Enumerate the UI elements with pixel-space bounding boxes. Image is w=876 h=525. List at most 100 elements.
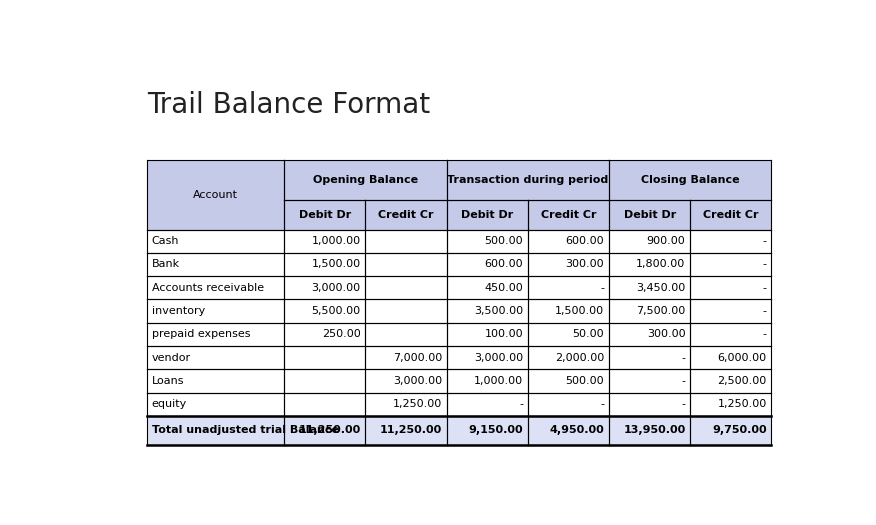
Bar (284, 416, 365, 445)
Text: 1,500.00: 1,500.00 (312, 259, 361, 269)
Text: -: - (763, 236, 766, 246)
Text: inventory: inventory (152, 306, 205, 316)
Bar (147, 299, 284, 323)
Text: 11,250.00: 11,250.00 (379, 425, 442, 435)
Bar (609, 253, 690, 276)
Bar (609, 369, 690, 393)
Text: 600.00: 600.00 (566, 236, 604, 246)
Text: 1,500.00: 1,500.00 (555, 306, 604, 316)
Bar (690, 346, 772, 369)
Text: 4,950.00: 4,950.00 (549, 425, 604, 435)
Text: Bank: Bank (152, 259, 180, 269)
Text: Cash: Cash (152, 236, 179, 246)
Bar (690, 229, 772, 253)
Bar (528, 299, 609, 323)
Bar (147, 346, 284, 369)
Bar (447, 201, 528, 229)
Text: 3,000.00: 3,000.00 (474, 353, 523, 363)
Text: 300.00: 300.00 (566, 259, 604, 269)
Bar (528, 229, 609, 253)
Bar (447, 299, 528, 323)
Bar (609, 323, 690, 346)
Bar (365, 393, 447, 416)
Text: 9,750.00: 9,750.00 (712, 425, 766, 435)
Text: 13,950.00: 13,950.00 (623, 425, 686, 435)
Bar (147, 253, 284, 276)
Bar (609, 201, 690, 229)
Text: vendor: vendor (152, 353, 191, 363)
Text: -: - (682, 400, 686, 410)
Text: 450.00: 450.00 (484, 283, 523, 293)
Bar (528, 416, 609, 445)
Text: 3,450.00: 3,450.00 (636, 283, 686, 293)
Bar (690, 369, 772, 393)
Text: -: - (682, 376, 686, 386)
Text: Opening Balance: Opening Balance (313, 175, 418, 185)
Bar (690, 299, 772, 323)
Bar (447, 346, 528, 369)
Text: -: - (600, 400, 604, 410)
Text: Closing Balance: Closing Balance (641, 175, 739, 185)
Bar (528, 369, 609, 393)
Text: -: - (763, 259, 766, 269)
Bar (284, 160, 447, 201)
Text: Accounts receivable: Accounts receivable (152, 283, 264, 293)
Text: Debit Dr: Debit Dr (461, 210, 513, 220)
Text: 100.00: 100.00 (484, 329, 523, 339)
Text: 7,500.00: 7,500.00 (636, 306, 686, 316)
Text: 1,250.00: 1,250.00 (392, 400, 442, 410)
Text: 300.00: 300.00 (646, 329, 686, 339)
Bar (528, 201, 609, 229)
Bar (147, 160, 284, 229)
Text: 5,500.00: 5,500.00 (312, 306, 361, 316)
Text: Credit Cr: Credit Cr (540, 210, 597, 220)
Text: Account: Account (193, 190, 238, 200)
Text: 1,800.00: 1,800.00 (636, 259, 686, 269)
Bar (690, 393, 772, 416)
Text: 11,250.00: 11,250.00 (299, 425, 361, 435)
Bar (447, 276, 528, 299)
Text: 500.00: 500.00 (484, 236, 523, 246)
Text: -: - (600, 283, 604, 293)
Bar (284, 369, 365, 393)
Text: -: - (763, 329, 766, 339)
Bar (528, 346, 609, 369)
Bar (365, 253, 447, 276)
Bar (690, 253, 772, 276)
Bar (609, 276, 690, 299)
Text: Debit Dr: Debit Dr (299, 210, 351, 220)
Bar (284, 393, 365, 416)
Text: Trail Balance Format: Trail Balance Format (147, 91, 430, 119)
Bar (284, 201, 365, 229)
Text: 2,000.00: 2,000.00 (555, 353, 604, 363)
Text: Total unadjusted trial Balance: Total unadjusted trial Balance (152, 425, 339, 435)
Bar (365, 201, 447, 229)
Text: Credit Cr: Credit Cr (703, 210, 759, 220)
Bar (690, 276, 772, 299)
Bar (609, 393, 690, 416)
Bar (284, 276, 365, 299)
Bar (609, 416, 690, 445)
Text: 2,500.00: 2,500.00 (717, 376, 766, 386)
Text: -: - (763, 283, 766, 293)
Text: 900.00: 900.00 (646, 236, 686, 246)
Text: 250.00: 250.00 (322, 329, 361, 339)
Text: Transaction during period: Transaction during period (448, 175, 609, 185)
Bar (447, 369, 528, 393)
Bar (365, 276, 447, 299)
Bar (284, 346, 365, 369)
Bar (609, 160, 772, 201)
Bar (365, 229, 447, 253)
Text: Debit Dr: Debit Dr (624, 210, 675, 220)
Text: 3,000.00: 3,000.00 (392, 376, 442, 386)
Bar (365, 369, 447, 393)
Bar (528, 393, 609, 416)
Bar (528, 253, 609, 276)
Bar (284, 253, 365, 276)
Bar (147, 416, 284, 445)
Text: prepaid expenses: prepaid expenses (152, 329, 250, 339)
Bar (447, 229, 528, 253)
Bar (284, 299, 365, 323)
Bar (147, 276, 284, 299)
Bar (284, 323, 365, 346)
